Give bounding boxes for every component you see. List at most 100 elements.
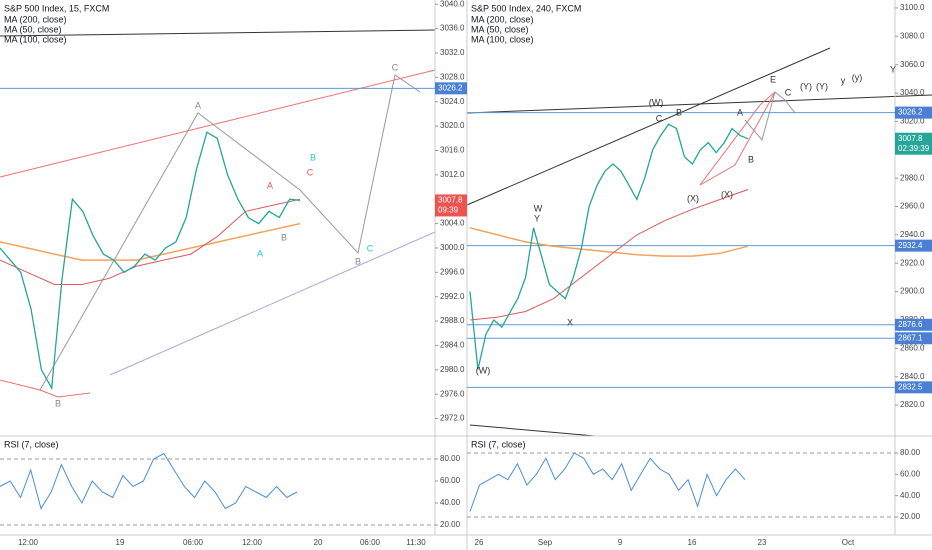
wave-label: B <box>281 232 287 242</box>
x-tick-label: Sep <box>538 538 553 547</box>
wave-label: X <box>567 317 573 327</box>
y-tick-label: 3036.0 <box>440 24 465 33</box>
wave-label: (Y) <box>816 81 828 91</box>
level-label: 2867.1 <box>898 333 923 342</box>
y-tick-label: 2940.0 <box>900 230 925 239</box>
ma-line <box>469 227 749 257</box>
chart-title: S&P 500 Index, 15, FXCM <box>4 3 109 13</box>
y-tick-label: 3004.0 <box>440 219 465 228</box>
rsi-title: RSI (7, close) <box>471 439 526 449</box>
rsi-tick-label: 20.00 <box>440 520 461 529</box>
wave-label: Y <box>890 64 896 74</box>
y-tick-label: 2972.0 <box>440 414 465 423</box>
rsi-line <box>0 452 298 510</box>
indicator-label: MA (50, close) <box>4 24 62 34</box>
wave-label: Y <box>534 213 540 223</box>
wave-label: (y) <box>852 72 863 82</box>
wave-label: (W) <box>476 365 491 375</box>
chart-title: S&P 500 Index, 240, FXCM <box>471 3 581 13</box>
y-tick-label: 2920.0 <box>900 258 925 267</box>
wave-label: C <box>392 62 399 72</box>
wave-label: B <box>355 256 361 266</box>
rsi-line <box>469 452 746 512</box>
y-tick-label: 3040.0 <box>900 88 925 97</box>
level-label: 3026.2 <box>438 83 463 92</box>
price-line <box>0 131 301 391</box>
y-tick-label: 3020.0 <box>900 117 925 126</box>
y-tick-label: 2988.0 <box>440 316 465 325</box>
y-tick-label: 2996.0 <box>440 267 465 276</box>
y-tick-label: 3028.0 <box>440 72 465 81</box>
wave-label: (X) <box>721 189 733 199</box>
wave-label: C <box>656 113 663 123</box>
y-tick-label: 2984.0 <box>440 341 465 350</box>
wave-label: y <box>841 75 846 85</box>
wave-label: B <box>310 152 316 162</box>
rsi-tick-label: 80.00 <box>440 454 461 463</box>
indicator-label: MA (100, close) <box>471 34 534 44</box>
level-label: 2832.5 <box>898 382 923 391</box>
wave-label: (Y) <box>800 81 812 91</box>
wave-label: C <box>785 87 792 97</box>
level-tag <box>895 239 932 252</box>
y-tick-label: 3012.0 <box>440 170 465 179</box>
y-tick-label: 2860.0 <box>900 343 925 352</box>
wave-label: C <box>307 167 314 177</box>
wave-label: C <box>367 243 374 253</box>
ma-line <box>469 189 749 321</box>
wave-label: E <box>770 74 776 84</box>
wave-label: A <box>257 248 263 258</box>
wave-label: A <box>737 107 743 117</box>
level-label: 2876.6 <box>898 320 923 329</box>
rsi-title: RSI (7, close) <box>4 439 59 449</box>
x-tick-label: 20 <box>314 538 323 547</box>
indicator-label: MA (200, close) <box>4 14 67 24</box>
indicator-label: MA (200, close) <box>471 14 534 24</box>
x-tick-label: 26 <box>475 538 484 547</box>
last-price-tag <box>435 194 467 217</box>
wave-label: (W) <box>649 97 664 107</box>
y-tick-label: 3016.0 <box>440 146 465 155</box>
x-tick-label: 23 <box>758 538 767 547</box>
countdown: 02:39:39 <box>898 144 930 153</box>
rsi-tick-label: 40.00 <box>440 498 461 507</box>
y-tick-label: 2820.0 <box>900 400 925 409</box>
level-tag <box>895 381 932 394</box>
rsi-tick-label: 20.00 <box>900 512 921 521</box>
y-tick-label: 2900.0 <box>900 287 925 296</box>
x-tick-label: Oct <box>842 538 855 547</box>
y-tick-label: 3000.0 <box>440 243 465 252</box>
wave-label: A <box>195 100 201 110</box>
x-tick-label: 06:00 <box>183 538 204 547</box>
x-tick-label: 06:00 <box>360 538 381 547</box>
rsi-tick-label: 60.00 <box>440 476 461 485</box>
wave-label: B <box>676 107 682 117</box>
level-tag <box>895 332 932 345</box>
wave-label: (X) <box>687 193 699 203</box>
last-price-tag <box>895 132 932 155</box>
last-price: 3007.8 <box>438 196 463 205</box>
x-tick-label: 19 <box>116 538 125 547</box>
y-tick-label: 2992.0 <box>440 292 465 301</box>
y-tick-label: 2976.0 <box>440 389 465 398</box>
wave-label: B <box>55 398 61 408</box>
y-tick-label: 3020.0 <box>440 121 465 130</box>
y-tick-label: 3040.0 <box>440 0 465 8</box>
x-tick-label: 11:30 <box>406 538 426 547</box>
x-tick-label: 16 <box>688 538 697 547</box>
level-label: 3026.2 <box>898 108 923 117</box>
x-tick-label: 9 <box>618 538 623 547</box>
countdown: 09:39 <box>438 206 459 215</box>
ma-line <box>0 198 301 285</box>
indicator-label: MA (50, close) <box>471 24 529 34</box>
x-tick-label: 12:00 <box>18 538 39 547</box>
y-tick-label: 2960.0 <box>900 202 925 211</box>
level-tag <box>895 318 932 331</box>
indicator-label: MA (100, close) <box>4 34 67 44</box>
y-tick-label: 2840.0 <box>900 372 925 381</box>
y-tick-label: 3024.0 <box>440 97 465 106</box>
y-tick-label: 3100.0 <box>900 3 925 12</box>
y-tick-label: 3080.0 <box>900 31 925 40</box>
